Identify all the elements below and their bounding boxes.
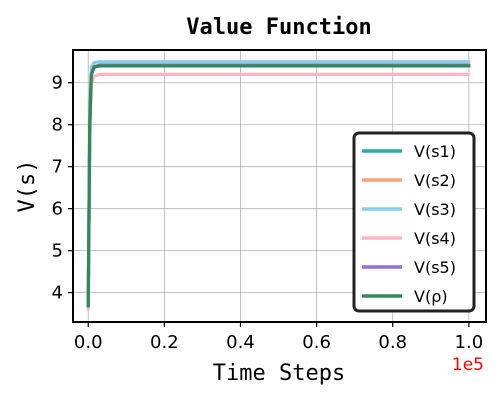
x-tick-label: 0.2	[150, 332, 179, 353]
legend-entries: V(s1) V(s2) V(s3) V(s4) V(s5) V(ρ)	[362, 142, 456, 306]
x-tick-label: 0.4	[226, 332, 255, 353]
y-tick-label: 5	[52, 241, 63, 262]
series-line-6	[86, 64, 471, 308]
x-tick-label: 1.0	[455, 332, 484, 353]
y-tick-label: 6	[52, 199, 63, 220]
y-axis-label: V(s)	[15, 160, 40, 213]
legend-label: V(ρ)	[414, 287, 448, 306]
plot-area-frame	[72, 49, 487, 323]
y-tick-label: 7	[52, 157, 63, 178]
legend-label: V(s2)	[414, 171, 456, 190]
series-lines	[86, 60, 471, 312]
y-tick-label: 4	[52, 283, 63, 304]
x-tick-label: 0.0	[74, 332, 103, 353]
y-tick-label: 8	[52, 115, 63, 136]
y-tick-label: 9	[52, 73, 63, 94]
legend-label: V(s1)	[414, 142, 456, 161]
axis-ticks: 0.0 0.2 0.4 0.6 0.8 1.0 4 5 6 7 8 9	[52, 73, 484, 353]
legend-label: V(s5)	[414, 258, 456, 277]
x-axis-label: Time Steps	[213, 361, 345, 386]
x-tick-label: 0.8	[378, 332, 407, 353]
legend-label: V(s3)	[414, 200, 456, 219]
x-axis-offset-label: 1e5	[452, 355, 484, 375]
x-tick-label: 0.6	[302, 332, 331, 353]
legend-label: V(s4)	[414, 229, 456, 248]
chart-title: Value Function	[186, 15, 371, 40]
legend: V(s1) V(s2) V(s3) V(s4) V(s5) V(ρ)	[352, 131, 476, 313]
